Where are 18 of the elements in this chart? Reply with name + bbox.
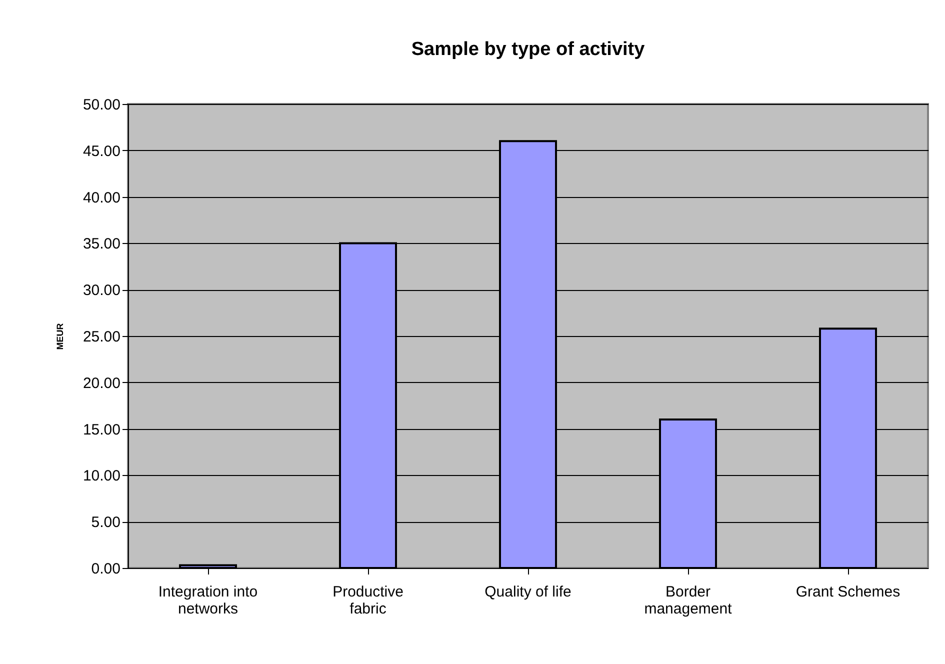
y-tick-label: 50.00 <box>82 96 120 114</box>
y-tick-label: 15.00 <box>82 421 120 438</box>
x-tick-label: Quality of life <box>484 584 572 600</box>
y-tick-label: 20.00 <box>82 374 120 392</box>
y-tick-label: 0.00 <box>91 560 120 578</box>
y-tick-label: 35.00 <box>82 236 120 253</box>
y-axis-title: MEUR <box>54 322 65 350</box>
x-tick-label: Border management <box>644 584 733 618</box>
y-tick-label: 5.00 <box>91 514 120 532</box>
y-tick-label: 10.00 <box>82 468 120 485</box>
x-tick-label: Productive fabric <box>332 584 404 618</box>
y-tick-label: 30.00 <box>82 282 120 300</box>
y-tick-label: 25.00 <box>82 328 120 346</box>
x-tick-label: Grant Schemes <box>796 584 900 600</box>
y-tick-label: 40.00 <box>82 189 120 206</box>
chart-title: Sample by type of activity <box>411 39 646 60</box>
x-tick-label: Integration into networks <box>158 584 258 618</box>
y-tick-label: 45.00 <box>82 142 120 160</box>
